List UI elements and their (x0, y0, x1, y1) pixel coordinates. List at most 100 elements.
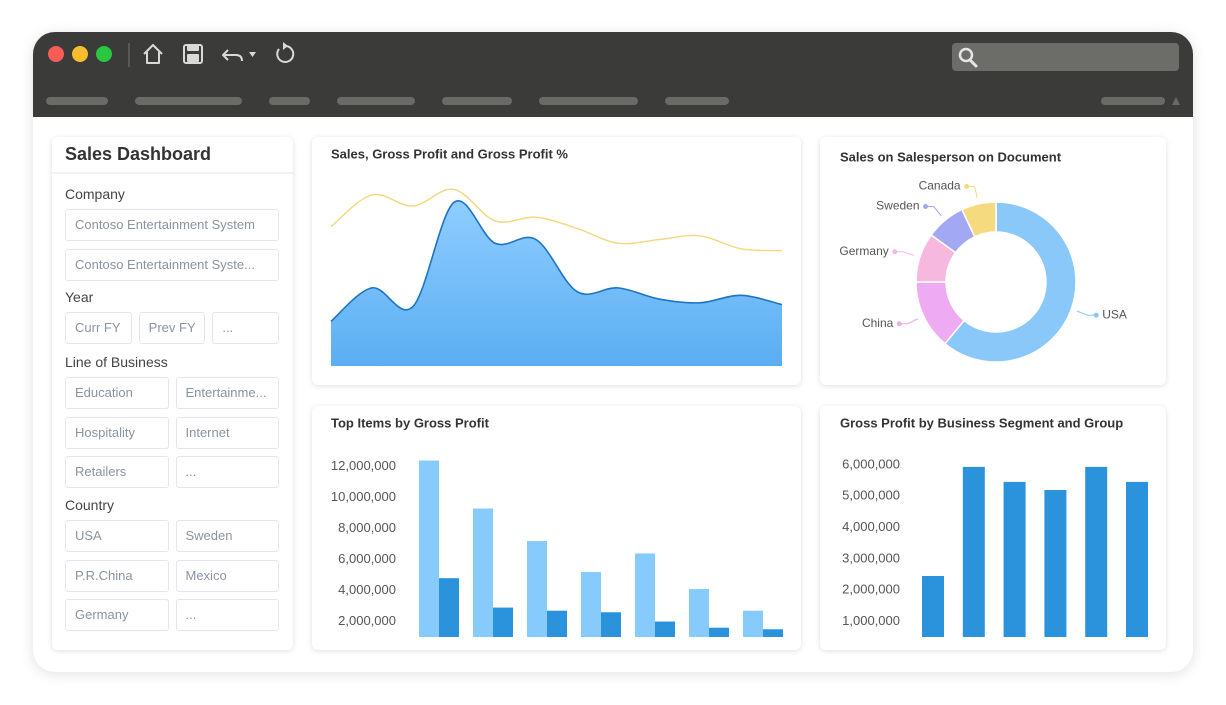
leader-line (966, 185, 978, 199)
menu-placeholder[interactable] (337, 97, 415, 105)
y-tick-label: 4,000,000 (338, 582, 396, 597)
bar (493, 607, 513, 637)
filter-label: Year (65, 289, 94, 305)
filter-option[interactable]: ... (175, 599, 279, 631)
filter-option[interactable]: ... (212, 312, 279, 344)
bar (922, 576, 944, 637)
filter-option[interactable]: Mexico (175, 559, 279, 592)
y-tick-label: 6,000,000 (338, 551, 396, 566)
bar (1126, 481, 1148, 637)
slice-label: China (862, 316, 894, 330)
filter-option[interactable]: Retailers (65, 456, 169, 488)
y-tick-label: 12,000,000 (331, 458, 396, 473)
filter-option[interactable]: Curr FY (65, 312, 132, 344)
bar (743, 610, 763, 637)
undo-icon[interactable] (222, 49, 243, 62)
y-tick-label: 10,000,000 (331, 489, 396, 504)
save-icon[interactable] (183, 44, 203, 64)
filter-option[interactable]: USA (65, 520, 169, 552)
chart-title: Gross Profit by Business Segment and Gro… (840, 415, 1123, 430)
bar (763, 629, 783, 637)
leader-line (1076, 310, 1097, 316)
chart-card (820, 406, 1166, 650)
leader-line (894, 251, 915, 256)
filter-option[interactable]: Internet (175, 416, 279, 449)
bar (1085, 466, 1108, 637)
area-outline (330, 199, 783, 322)
menu-placeholder[interactable] (46, 97, 108, 105)
close-button[interactable] (48, 46, 64, 62)
bar (419, 460, 439, 637)
maximize-button[interactable] (96, 46, 112, 62)
leader-dot (1093, 312, 1099, 318)
slice-label: Germany (839, 244, 888, 258)
bar (581, 571, 601, 637)
leader-dot (923, 203, 929, 209)
bar (1003, 481, 1026, 637)
filter-option[interactable]: ... (175, 456, 279, 488)
search-icon (968, 58, 978, 68)
slice-label: Sweden (876, 199, 919, 213)
y-tick-label: 2,000,000 (338, 613, 396, 628)
sidebar-title: Sales Dashboard (65, 144, 211, 164)
donut-segment (960, 201, 997, 238)
area (331, 200, 782, 366)
search-icon (958, 47, 974, 63)
filter-label: Company (65, 186, 125, 202)
chart-title: Top Items by Gross Profit (331, 415, 490, 430)
bar (1044, 490, 1067, 637)
filter-option[interactable]: Hospitality (65, 416, 169, 449)
minimize-button[interactable] (72, 46, 88, 62)
chart-title: Sales, Gross Profit and Gross Profit % (331, 146, 568, 161)
sidebar-card (52, 137, 293, 650)
y-tick-label: 5,000,000 (842, 488, 900, 503)
refresh-icon[interactable] (276, 44, 295, 63)
y-tick-label: 6,000,000 (842, 456, 900, 471)
leader-dot (964, 183, 970, 189)
bar (655, 621, 675, 637)
bar (473, 508, 493, 637)
menu-placeholder[interactable] (665, 97, 729, 105)
filter-label: Line of Business (65, 354, 168, 370)
y-tick-label: 4,000,000 (842, 519, 900, 534)
slice-label: Canada (919, 179, 961, 193)
filter-option[interactable]: Prev FY (138, 312, 206, 344)
refresh-arrow (283, 42, 288, 50)
line (330, 188, 783, 252)
y-tick-label: 8,000,000 (338, 520, 396, 535)
filter-option[interactable]: Contoso Entertainment Syste... (65, 248, 279, 281)
bar (689, 589, 709, 637)
home-icon[interactable] (143, 44, 163, 64)
y-tick-label: 3,000,000 (842, 550, 900, 565)
menu-placeholder[interactable] (442, 97, 512, 105)
filter-label: Country (65, 497, 115, 513)
filter-option[interactable]: Contoso Entertainment System (65, 209, 279, 241)
bar (709, 627, 729, 637)
leader-line (925, 205, 942, 217)
donut-segment (943, 201, 1077, 363)
chart-card (312, 406, 801, 650)
bar (439, 578, 459, 637)
menu-placeholder[interactable] (269, 97, 310, 105)
slice-label: USA (1102, 307, 1127, 321)
menu-placeholder[interactable] (1101, 97, 1165, 105)
filter-option[interactable]: P.R.China (65, 559, 169, 592)
bar (635, 553, 655, 637)
menu-placeholder[interactable] (539, 97, 638, 105)
search-box[interactable] (952, 43, 1179, 71)
chart-title: Sales on Salesperson on Document (840, 149, 1062, 164)
leader-dot (892, 249, 898, 255)
bar (962, 466, 985, 637)
menu-placeholder[interactable] (135, 97, 242, 105)
y-tick-label: 1,000,000 (842, 613, 900, 628)
leader-line (899, 318, 919, 325)
filter-option[interactable]: Sweden (175, 520, 279, 552)
undo-dropdown[interactable] (249, 52, 256, 57)
filter-option[interactable]: Education (65, 377, 169, 409)
leader-dot (896, 321, 902, 327)
filter-option[interactable]: Entertainme... (175, 377, 279, 409)
filter-option[interactable]: Germany (65, 599, 169, 631)
collapse-icon[interactable] (1172, 97, 1180, 105)
